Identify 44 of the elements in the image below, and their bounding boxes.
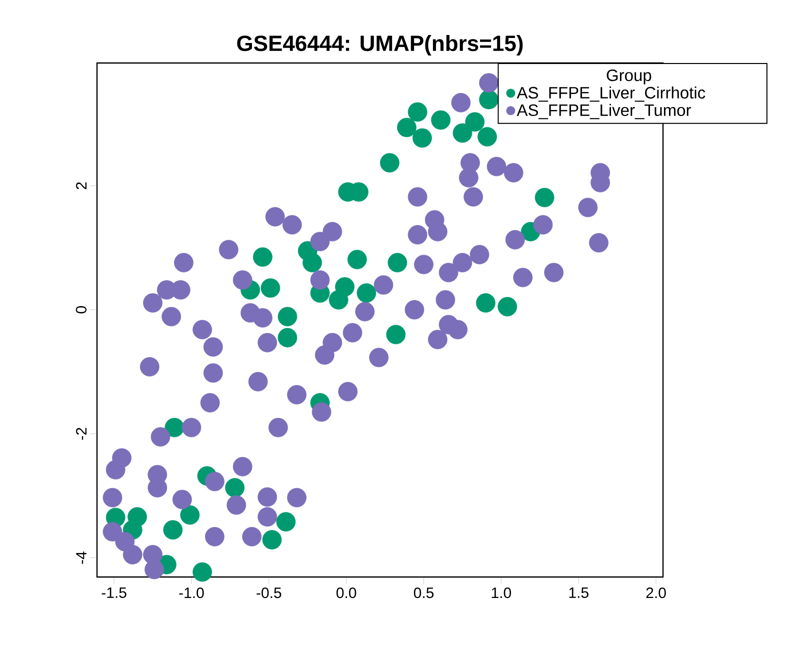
point: [262, 530, 282, 550]
point: [192, 562, 212, 582]
point: [431, 110, 450, 130]
x-tick-label: -1.0: [179, 588, 204, 598]
chart-title: GSE46444: UMAP(nbrs=15): [237, 34, 523, 56]
y-tick-label: -2: [76, 428, 86, 440]
point: [380, 153, 400, 173]
point: [452, 123, 472, 143]
point: [356, 283, 376, 303]
y-tick-label: -4: [76, 552, 86, 564]
y-tick-label: 2: [76, 182, 86, 190]
legend-label: AS_FFPE_Liver_Cirrhotic: [516, 86, 706, 102]
x-tick-label: 0.0: [336, 588, 356, 598]
x-tick-label: -1.5: [102, 588, 126, 598]
legend-label: AS_FFPE_Liver_Tumor: [516, 104, 691, 120]
point: [278, 306, 298, 326]
point: [260, 278, 280, 298]
x-tick-label: 1.5: [569, 588, 588, 598]
point: [163, 520, 183, 540]
point: [412, 128, 432, 148]
point: [397, 118, 416, 138]
point: [478, 127, 497, 146]
point: [253, 247, 272, 267]
y-tick-label: 0: [76, 306, 86, 314]
point: [276, 512, 296, 532]
x-tick-label: 1.0: [492, 588, 512, 598]
point: [302, 252, 322, 272]
x-tick-label: -0.5: [256, 588, 282, 598]
point: [479, 90, 498, 110]
point: [476, 293, 496, 313]
point: [386, 324, 406, 344]
point: [180, 505, 200, 525]
x-tick-label: 2.0: [646, 588, 666, 598]
point: [465, 112, 485, 132]
point: [225, 478, 245, 498]
point: [347, 250, 367, 270]
point: [328, 290, 348, 310]
point: [408, 102, 428, 122]
point: [278, 328, 298, 348]
point: [534, 188, 554, 208]
x-tick-label: 0.5: [414, 588, 434, 598]
point: [498, 296, 518, 316]
legend-title: Group: [606, 69, 652, 84]
point: [388, 252, 408, 272]
